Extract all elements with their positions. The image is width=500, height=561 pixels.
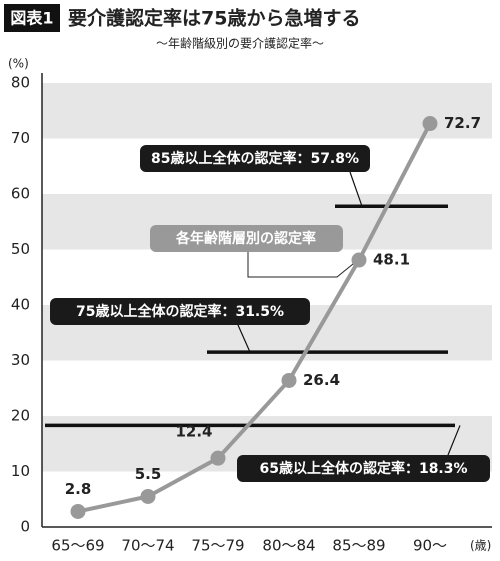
y-tick-label: 80 [11,74,30,92]
legend-box [150,225,343,252]
plot: 0 10 20 30 40 50 60 70 80 65〜69 70〜74 75〜79 80〜84 85〜… [11,73,492,555]
callout-label: 75歳以上全体の認定率：31.5% [76,303,284,320]
y-tick-label: 10 [11,462,30,480]
data-point [210,450,226,466]
data-point [70,503,86,519]
callout-pointer [349,171,363,207]
legend-connector [247,252,354,278]
x-unit: (歳) [470,539,491,553]
figure-badge [4,4,60,32]
y-tick-label: 0 [20,518,30,536]
value-label: 48.1 [373,251,410,269]
value-label: 2.8 [65,480,92,498]
data-point [351,252,367,268]
callout-pointer [237,324,251,353]
data-point [422,116,438,132]
x-tick-label: 85〜89 [332,537,385,555]
y-tick-label: 40 [11,296,30,314]
x-tick-label: 65〜69 [51,537,104,555]
callout-label: 85歳以上全体の認定率：57.8% [151,150,359,167]
y-tick-label: 60 [11,185,30,203]
x-tick-label: 75〜79 [191,537,244,555]
value-label: 72.7 [444,114,481,132]
series-line [77,122,432,514]
value-label: 5.5 [135,465,162,483]
value-label: 12.4 [175,423,212,441]
chart-subtitle: 〜年齢階級別の要介護認定率〜 [156,36,324,51]
y-tick-label: 30 [11,351,30,369]
x-tick-label: 70〜74 [121,537,174,555]
value-label: 26.4 [303,371,340,389]
legend-label: 各年齢階層別の認定率 [175,230,316,247]
chart-title: 要介護認定率は75歳から急増する [68,7,360,30]
data-point [281,372,297,388]
x-tick-label: 80〜84 [262,537,315,555]
callout-label: 65歳以上全体の認定率：18.3% [259,460,467,477]
figure-label: 図表1 [10,9,53,28]
y-tick-label: 70 [11,129,30,147]
y-unit: (%) [8,57,29,71]
y-tick-label: 50 [11,240,30,258]
callout-box [50,298,310,325]
callout-box [237,455,490,482]
x-tick-label: 90〜 [413,537,447,555]
data-point [140,488,156,504]
callout-pointer [447,425,461,456]
grid-band [42,83,492,139]
y-tick-label: 20 [11,407,30,425]
callout-box [140,145,370,172]
